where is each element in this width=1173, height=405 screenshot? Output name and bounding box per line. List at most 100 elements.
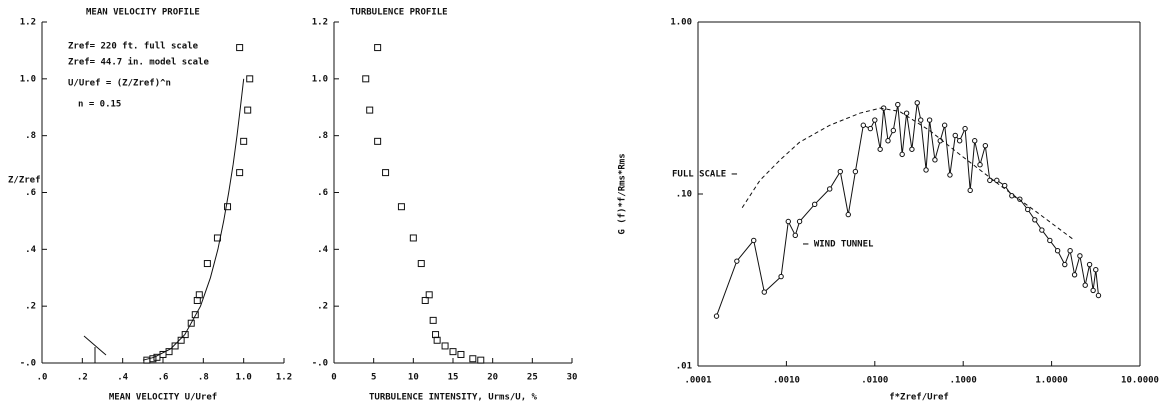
data-point <box>941 122 948 128</box>
data-point <box>477 356 485 364</box>
data-point <box>187 319 195 327</box>
x-tick-label: 1.0 <box>236 373 252 383</box>
data-point <box>171 342 179 350</box>
y-tick-label: 1.00 <box>670 18 692 28</box>
data-point <box>1039 227 1045 233</box>
data-point <box>449 348 457 356</box>
x-tick-label: .4 <box>117 373 128 383</box>
data-point <box>952 132 958 139</box>
x-tick-label: 1.2 <box>276 373 292 383</box>
data-point <box>987 177 993 184</box>
x-tick-label: 20 <box>487 373 498 383</box>
data-point <box>362 75 370 83</box>
data-point <box>885 138 891 144</box>
decoration <box>83 335 107 356</box>
data-point <box>374 137 382 145</box>
data-point <box>909 146 915 152</box>
y-tick-label: 1.2 <box>20 18 36 28</box>
annotation: n = 0.15 <box>78 100 121 110</box>
annotation: U/Uref = (Z/Zref)^n <box>68 79 171 89</box>
data-point <box>923 167 929 173</box>
data-point <box>244 106 252 114</box>
data-point <box>421 296 429 304</box>
y-tick-label: .8 <box>25 131 36 141</box>
data-point <box>374 44 382 52</box>
x-tick-label: 1.0000 <box>1035 376 1068 386</box>
data-point <box>236 169 244 177</box>
x-tick-label: .1000 <box>950 376 977 386</box>
x-tick-label: .0100 <box>861 376 888 386</box>
x-axis-label: TURBULENCE INTENSITY, Urms/U, % <box>369 393 538 403</box>
y-tick-label: .8 <box>317 131 328 141</box>
data-point <box>1077 253 1083 259</box>
data-point <box>872 117 878 123</box>
x-tick-label: 30 <box>567 373 578 383</box>
data-point <box>994 177 1000 184</box>
data-point <box>191 311 199 319</box>
data-point <box>417 260 425 268</box>
annotation: Zref= 220 ft. full scale <box>68 42 199 52</box>
data-point <box>845 211 851 218</box>
data-point <box>432 331 440 339</box>
data-point <box>785 218 791 225</box>
data-point <box>860 122 866 128</box>
data-point <box>947 172 953 178</box>
y-tick-label: .2 <box>25 302 36 312</box>
data-point <box>751 237 757 244</box>
data-point <box>877 146 883 152</box>
data-point <box>246 75 254 83</box>
data-point <box>837 168 843 175</box>
y-tick-label: 1.0 <box>20 74 36 84</box>
data-point <box>366 106 374 114</box>
data-point <box>918 117 924 123</box>
data-point <box>977 162 983 168</box>
y-tick-label: -.0 <box>20 359 36 369</box>
data-point <box>382 169 390 177</box>
chart-title: MEAN VELOCITY PROFILE <box>86 8 200 18</box>
x-axis-label: MEAN VELOCITY U/Uref <box>109 393 217 403</box>
data-point <box>761 289 767 295</box>
x-tick-label: .6 <box>158 373 169 383</box>
y-tick-label: 1.2 <box>312 18 328 28</box>
data-point <box>890 127 897 134</box>
data-point <box>778 273 784 280</box>
data-point <box>1086 261 1093 268</box>
data-point <box>195 291 203 299</box>
data-point <box>827 186 833 192</box>
x-tick-label: .0 <box>37 373 48 383</box>
data-point <box>962 125 968 132</box>
y-tick-label: .4 <box>317 245 328 255</box>
data-point <box>792 232 798 239</box>
x-tick-label: 10.0000 <box>1121 376 1159 386</box>
y-tick-label: .2 <box>317 302 328 312</box>
data-point <box>812 201 818 208</box>
y-tick-label: .6 <box>317 188 328 198</box>
data-point <box>240 137 248 145</box>
y-tick-label: .01 <box>676 362 692 372</box>
data-point <box>177 336 185 344</box>
data-point <box>867 125 874 132</box>
data-point <box>1032 217 1038 223</box>
data-point <box>441 342 449 350</box>
x-tick-label: .0001 <box>684 376 711 386</box>
data-point <box>956 138 963 144</box>
y-tick-label: 1.0 <box>312 74 328 84</box>
data-point <box>203 260 211 268</box>
data-point <box>1054 248 1061 254</box>
data-point <box>899 151 905 158</box>
series-line <box>741 107 1075 241</box>
x-tick-label: 10 <box>408 373 419 383</box>
annotation: – WIND TUNNEL <box>803 240 874 250</box>
y-tick-label: .6 <box>25 188 36 198</box>
y-axis-label: Z/Zref <box>8 176 41 186</box>
data-point <box>1067 248 1073 254</box>
data-point <box>433 336 441 344</box>
x-tick-label: 15 <box>448 373 459 383</box>
y-tick-label: .4 <box>25 245 36 255</box>
x-axis-label: f*Zref/Uref <box>889 393 949 403</box>
data-point <box>1093 266 1099 273</box>
data-point <box>193 296 201 304</box>
data-point <box>932 157 938 163</box>
data-point <box>1009 193 1015 199</box>
